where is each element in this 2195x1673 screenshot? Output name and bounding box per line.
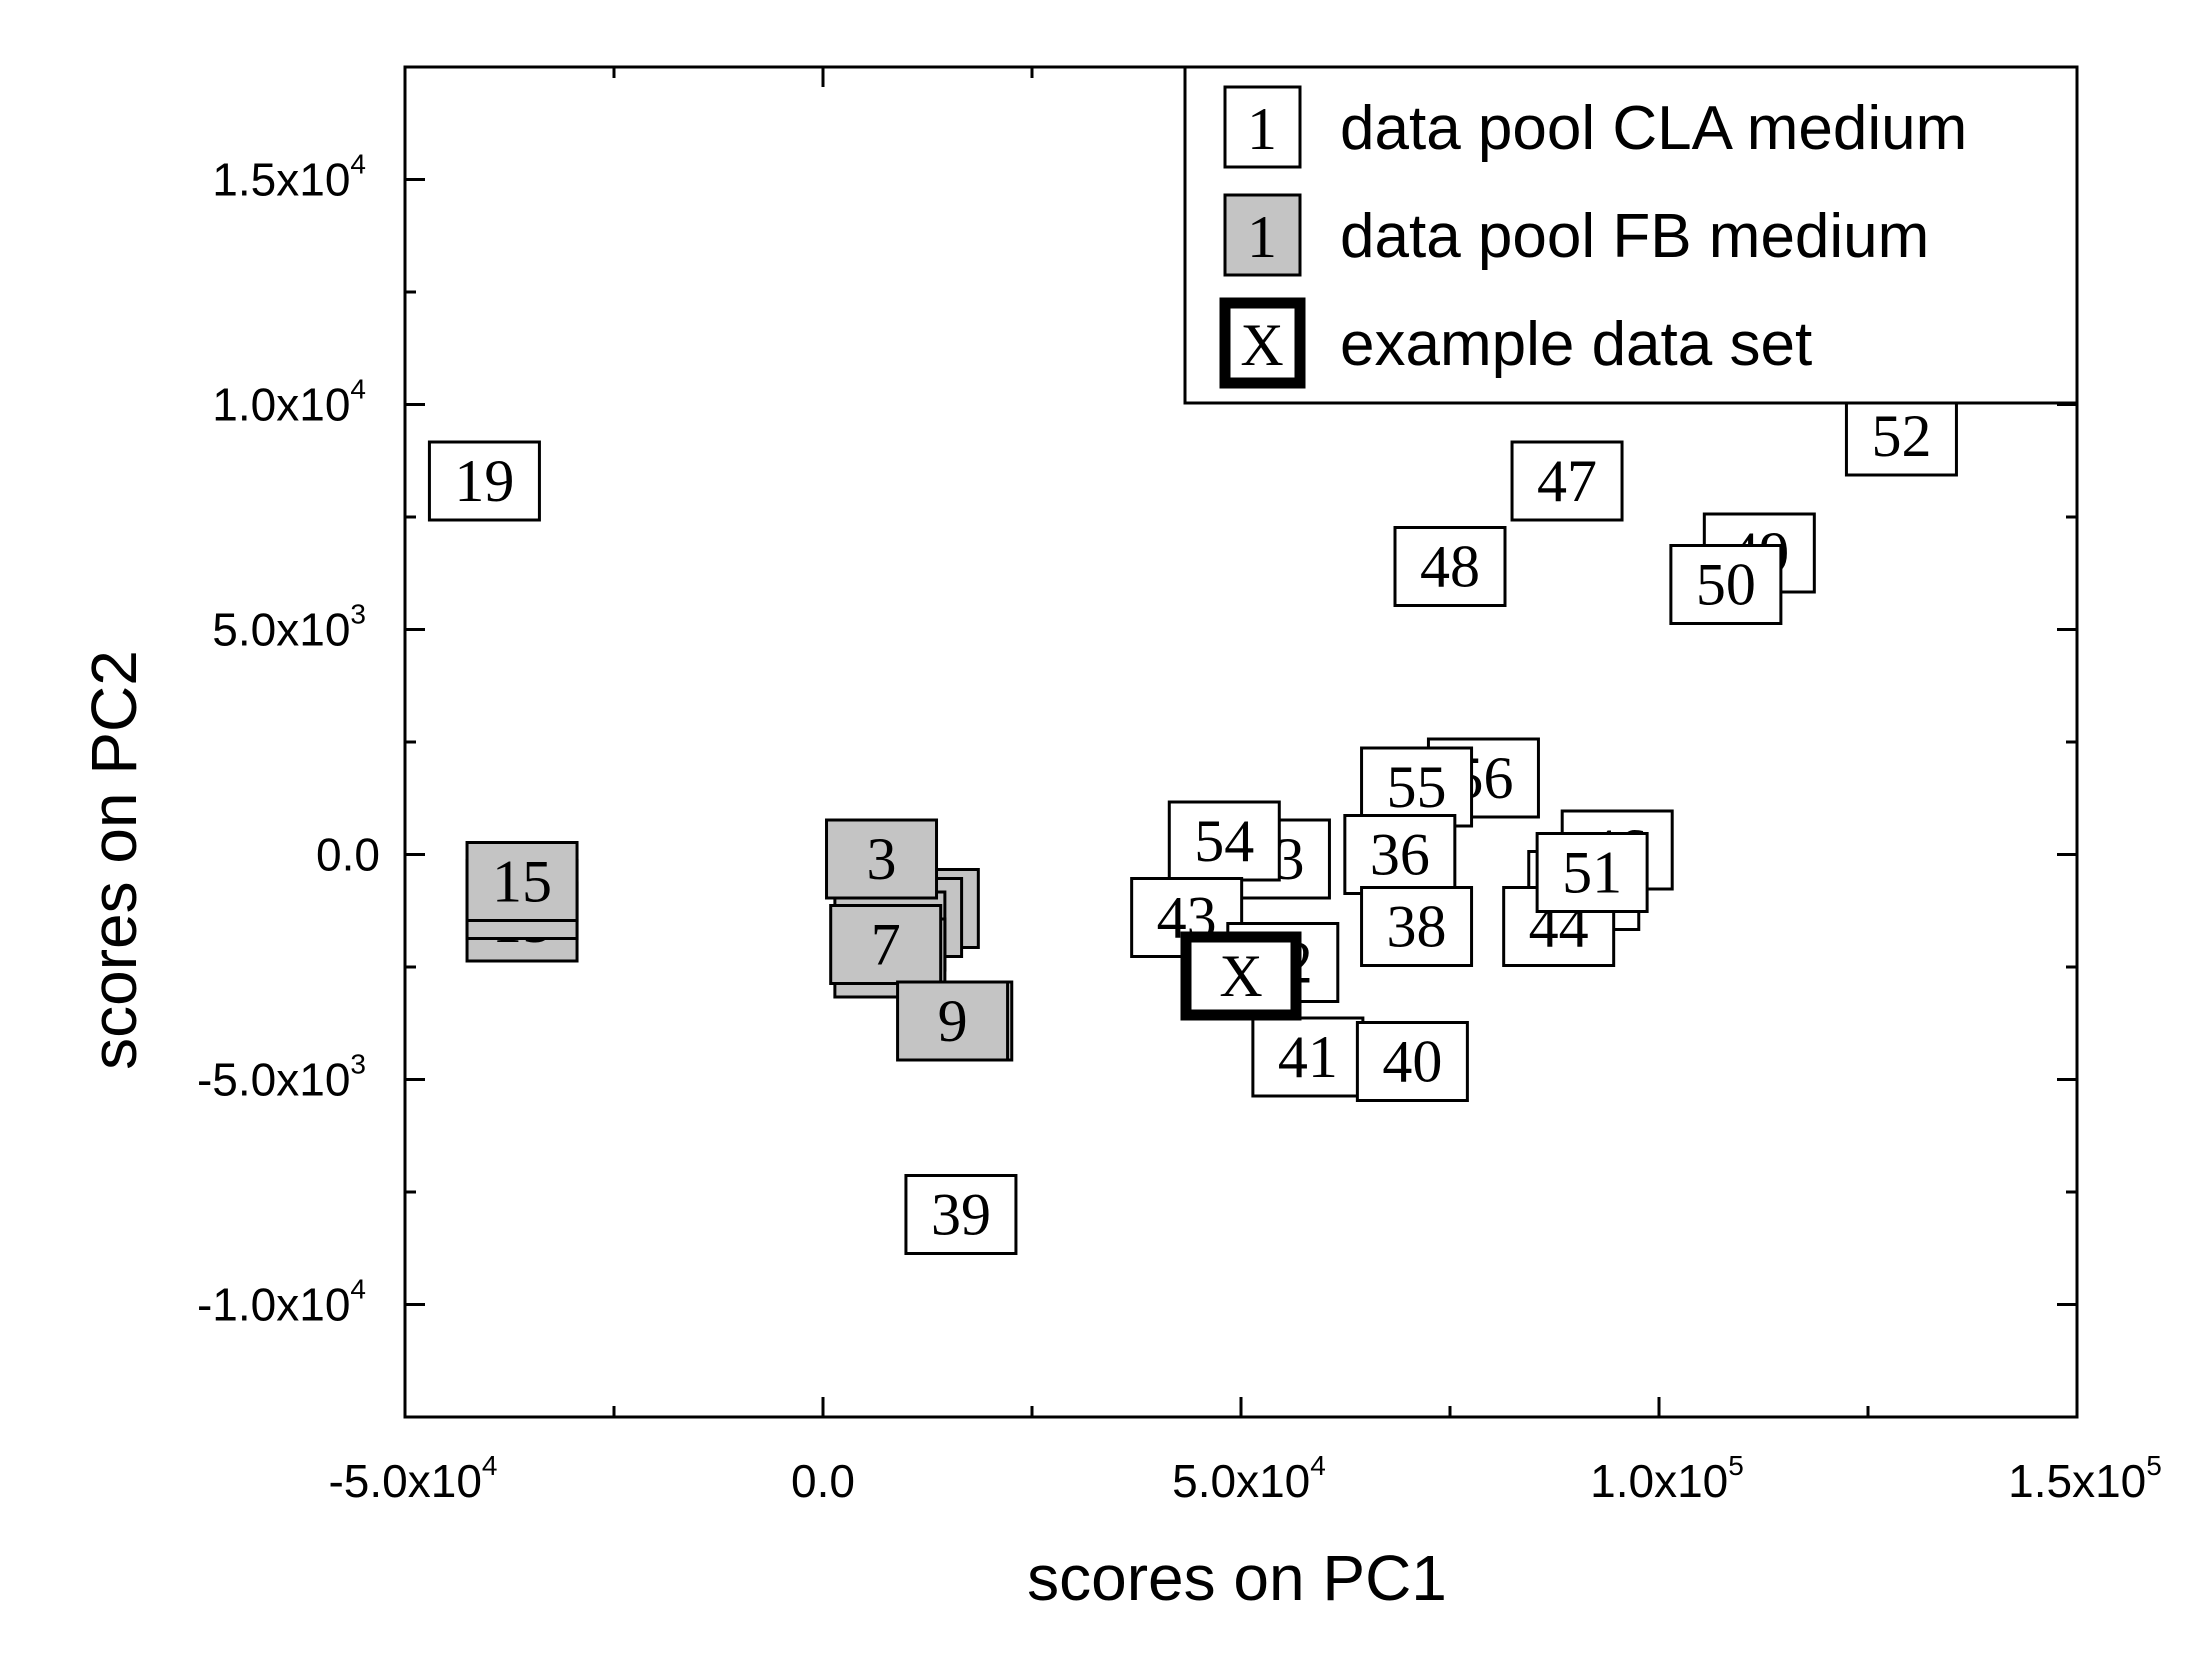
- point-cla-box: [1510, 440, 1624, 522]
- point-fb-label: 9: [938, 988, 968, 1054]
- point-fb: 15: [465, 841, 579, 922]
- point-fb: 7: [829, 904, 943, 985]
- x-tick-label: -5.0x104: [328, 1450, 497, 1507]
- point-fb-box: [465, 841, 579, 922]
- axis-tick-labels: -5.0x104 0.0 5.0x104 1.0x105 1.5x105 1.5x104 1…: [197, 149, 2162, 1508]
- data-points: 1515153791939524749504856553653544338424…: [427, 395, 1958, 1255]
- legend-symbol-text: 1: [1247, 204, 1277, 270]
- point-cla-box: [1343, 814, 1457, 895]
- point-cla-label: 55: [1387, 754, 1447, 820]
- point-cla: 52: [1844, 395, 1958, 477]
- point-cla: 19: [427, 440, 541, 522]
- point-cla-label: 52: [1871, 403, 1931, 469]
- point-cla-box: [1669, 544, 1783, 625]
- legend-symbol-fb: [1223, 193, 1302, 277]
- point-cla-label: 47: [1537, 448, 1597, 514]
- point-example: X: [1180, 931, 1302, 1021]
- point-example-label: X: [1219, 943, 1262, 1009]
- point-cla-label: 39: [931, 1182, 991, 1248]
- point-cla-box: [1535, 832, 1649, 913]
- point-cla: 50: [1669, 544, 1783, 625]
- point-cla-box: [1251, 1016, 1365, 1098]
- point-cla-label: 19: [454, 448, 514, 514]
- point-fb: 3: [825, 818, 939, 900]
- point-fb-box: [825, 818, 939, 900]
- point-cla-label: 54: [1194, 808, 1254, 874]
- point-cla-box: [1393, 526, 1507, 607]
- x-axis-title: scores on PC1: [1027, 1542, 1447, 1614]
- point-cla-label: 38: [1387, 894, 1447, 960]
- point-example-box: [1180, 931, 1302, 1021]
- legend-label: data pool FB medium: [1340, 202, 1929, 271]
- y-axis-title: scores on PC2: [78, 650, 150, 1070]
- legend-symbol-example: [1219, 297, 1306, 389]
- y-tick-label: 1.5x104: [212, 149, 366, 206]
- legend-symbol-text: 1: [1247, 96, 1277, 162]
- point-fb-label: 7: [871, 912, 901, 978]
- point-fb-box: [896, 980, 1010, 1062]
- y-tick-label: 0.0: [316, 829, 380, 881]
- y-tick-label: -5.0x103: [197, 1049, 366, 1106]
- point-cla-label: 36: [1370, 822, 1430, 888]
- legend-frame: [1183, 65, 2079, 405]
- x-tick-label: 1.5x105: [2008, 1450, 2162, 1507]
- point-fb-label: 15: [492, 849, 552, 915]
- point-fb-box: [829, 904, 943, 985]
- point-cla: 39: [904, 1174, 1018, 1255]
- y-tick-label: -1.0x104: [197, 1274, 366, 1331]
- point-cla-box: [427, 440, 541, 522]
- x-tick-label: 1.0x105: [1590, 1450, 1744, 1507]
- point-cla-label: 48: [1420, 534, 1480, 600]
- point-cla-label: 40: [1382, 1029, 1442, 1095]
- point-cla-label: 51: [1562, 840, 1622, 906]
- point-cla: 38: [1360, 886, 1474, 967]
- point-cla-label: 50: [1696, 552, 1756, 618]
- point-cla-box: [1360, 886, 1474, 967]
- point-cla-box: [904, 1174, 1018, 1255]
- point-fb-label: 3: [867, 826, 897, 892]
- point-fb: 9: [896, 980, 1010, 1062]
- point-cla: 55: [1360, 746, 1474, 828]
- point-cla: 47: [1510, 440, 1624, 522]
- point-cla: 54: [1167, 800, 1281, 882]
- point-cla: 41: [1251, 1016, 1365, 1098]
- point-cla: 48: [1393, 526, 1507, 607]
- legend-label: example data set: [1340, 310, 1812, 379]
- point-cla-box: [1167, 800, 1281, 882]
- y-tick-label: 5.0x103: [212, 599, 366, 656]
- point-cla-label: 41: [1278, 1024, 1338, 1090]
- x-tick-label: 5.0x104: [1172, 1450, 1326, 1507]
- y-tick-label: 1.0x104: [212, 374, 366, 431]
- legend-symbol-cla: [1223, 85, 1302, 169]
- legend-entry-cla: 1 data pool CLA medium: [1223, 85, 1967, 169]
- legend-entry-fb: 1 data pool FB medium: [1223, 193, 1929, 277]
- legend-symbol-text: X: [1240, 312, 1283, 378]
- legend: 1 data pool CLA medium 1 data pool FB mediu…: [1183, 65, 2079, 405]
- legend-label: data pool CLA medium: [1340, 94, 1967, 163]
- x-tick-label: 0.0: [791, 1455, 855, 1507]
- point-cla-box: [1355, 1021, 1469, 1102]
- point-cla: 36: [1343, 814, 1457, 895]
- point-cla: 51: [1535, 832, 1649, 913]
- point-cla: 40: [1355, 1021, 1469, 1102]
